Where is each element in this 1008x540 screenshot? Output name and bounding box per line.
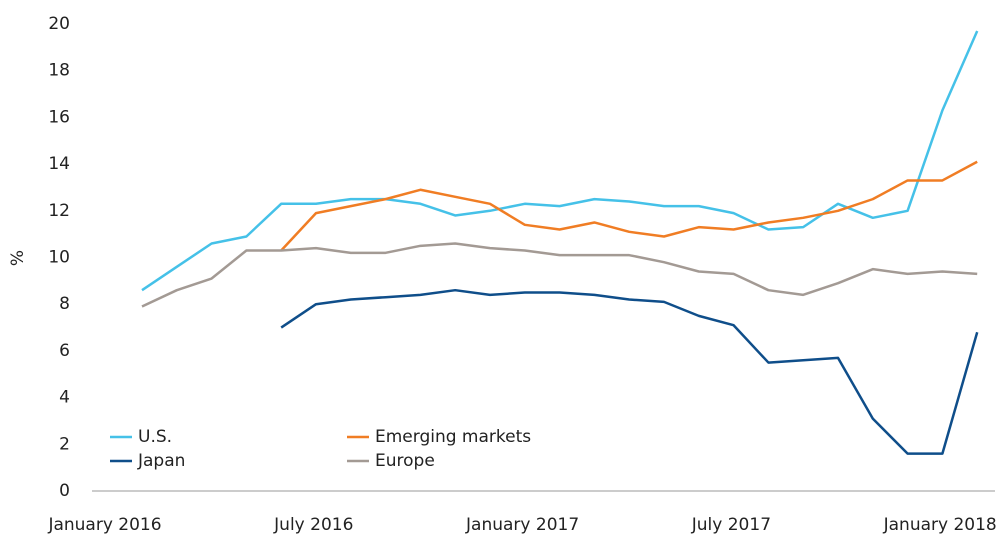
y-tick-label: 20 <box>48 14 70 34</box>
legend-label: Europe <box>375 451 435 471</box>
y-tick-label: 14 <box>48 154 70 174</box>
legend-label: U.S. <box>138 427 172 447</box>
y-tick-label: 16 <box>48 107 70 127</box>
y-tick-label: 18 <box>48 61 70 81</box>
y-tick-label: 4 <box>59 388 70 408</box>
y-tick-label: 12 <box>48 201 70 221</box>
y-tick-label: 0 <box>59 481 70 501</box>
line-series <box>141 242 978 308</box>
line-series <box>280 160 978 252</box>
line-series <box>141 30 979 292</box>
x-tick-label: July 2017 <box>691 515 771 535</box>
x-tick-label: January 2016 <box>47 515 161 535</box>
y-axis-label: % <box>8 250 28 266</box>
y-tick-label: 2 <box>59 434 70 454</box>
y-tick-label: 6 <box>59 341 70 361</box>
line-series <box>280 288 979 455</box>
x-tick-label: January 2018 <box>883 515 997 535</box>
y-tick-label: 10 <box>48 248 70 268</box>
x-tick-label: July 2016 <box>273 515 353 535</box>
x-tick-label: January 2017 <box>465 515 579 535</box>
legend-label: Emerging markets <box>375 427 531 447</box>
legend-label: Japan <box>137 451 185 471</box>
y-tick-label: 8 <box>59 294 70 314</box>
